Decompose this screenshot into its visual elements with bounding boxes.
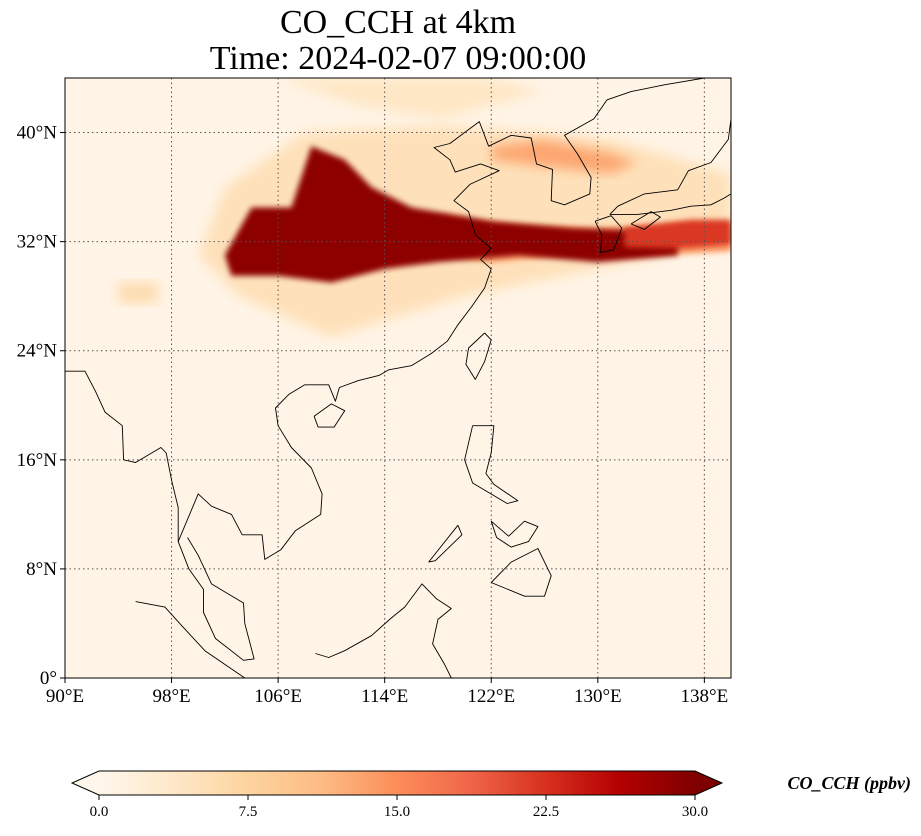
lon-tick-label: 90°E	[46, 686, 84, 707]
coastline-japan-kyushu	[594, 215, 623, 253]
coastline-malay-peninsula	[177, 537, 255, 661]
lat-tick-label: 32°N	[17, 232, 58, 253]
map-frame	[64, 77, 732, 679]
coastline-china-mainland	[177, 78, 705, 560]
latitude-tick-labels: 0° 8°N 16°N 24°N 32°N 40°N	[17, 123, 65, 689]
coastline-japan-shikoku	[630, 211, 661, 230]
colorbar-tick-label: 22.5	[533, 804, 559, 820]
colorbar-tick-label: 0.0	[90, 804, 109, 820]
map-plot-area	[65, 78, 731, 678]
lon-tick-label: 130°E	[574, 686, 622, 707]
lat-tick-label: 40°N	[17, 123, 58, 144]
coastline-borneo	[315, 583, 452, 678]
map-gridlines	[65, 78, 731, 678]
colorbar-tick-label: 30.0	[682, 804, 708, 820]
coastline-japan-honshu	[609, 118, 731, 215]
lon-tick-label: 106°E	[254, 686, 302, 707]
colorbar-extend-min-arrow	[72, 771, 99, 795]
lat-tick-label: 24°N	[17, 341, 58, 362]
lon-tick-label: 98°E	[152, 686, 190, 707]
coastline-myanmar-bay	[65, 370, 179, 542]
lon-tick-label: 114°E	[361, 686, 408, 707]
coastline-luzon	[464, 425, 519, 504]
colorbar-ticks: 0.0 7.5 15.0 22.5 30.0	[90, 795, 708, 820]
plume-myanmar-spot	[118, 282, 159, 303]
lon-tick-label: 122°E	[467, 686, 515, 707]
co-concentration-field	[118, 78, 731, 338]
coastline-palawan	[428, 524, 463, 563]
coastline-hainan	[313, 403, 346, 428]
colorbar-tick-label: 15.0	[384, 804, 410, 820]
lon-tick-label: 138°E	[681, 686, 729, 707]
colorbar-label: CO_CCH (ppbv)	[788, 773, 912, 794]
coastline-sumatra	[135, 601, 246, 678]
lat-tick-label: 8°N	[26, 559, 57, 580]
colorbar: 0.0 7.5 15.0 22.5 30.0 CO_CCH (ppbv)	[70, 770, 912, 820]
colorbar-extend-max-arrow	[695, 771, 722, 795]
coastline-visayas	[490, 520, 539, 548]
map-title: CO_CCH at 4km	[279, 4, 517, 41]
plume-korea-band	[491, 139, 638, 174]
coastlines	[65, 78, 731, 678]
map-time-subtitle: Time: 2024-02-07 09:00:00	[209, 40, 587, 77]
coastline-mindanao	[490, 548, 552, 597]
lat-tick-label: 0°	[40, 668, 57, 689]
longitude-tick-labels: 90°E 98°E 106°E 114°E 122°E 130°E 138°E	[46, 678, 728, 707]
plume-mongolia-light	[278, 78, 545, 119]
colorbar-tick-label: 7.5	[239, 804, 258, 820]
coastline-taiwan	[465, 332, 492, 380]
lat-tick-label: 16°N	[17, 450, 58, 471]
colorbar-gradient	[99, 771, 695, 795]
plume-core-central-china	[224, 146, 678, 283]
